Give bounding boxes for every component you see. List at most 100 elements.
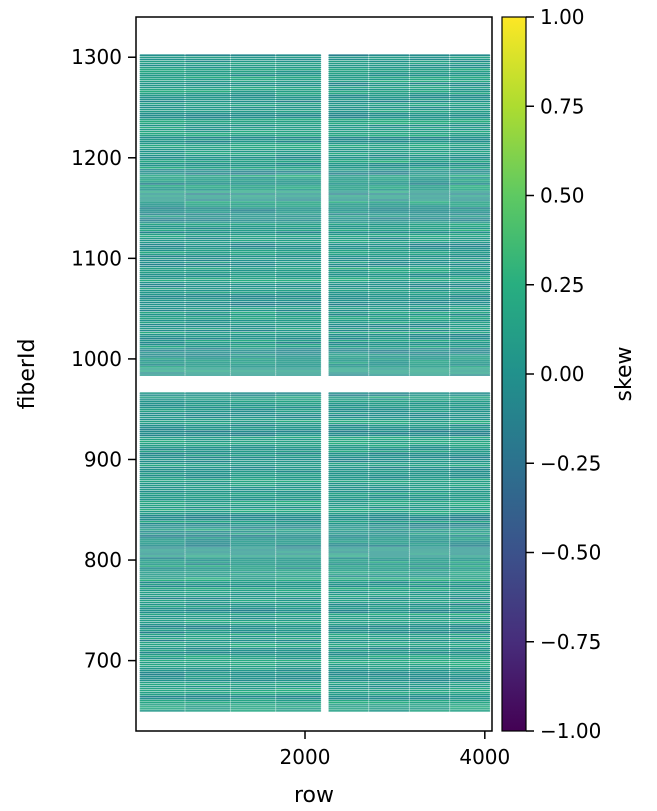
heatmap-cell — [368, 631, 410, 634]
heatmap-cell — [328, 201, 369, 203]
heatmap-cell — [328, 86, 369, 89]
heatmap-cell — [449, 175, 491, 177]
heatmap-cell — [368, 446, 410, 449]
heatmap-cell — [409, 269, 450, 272]
heatmap-cell — [184, 291, 231, 294]
heatmap-cell — [409, 173, 450, 175]
heatmap-cell — [184, 675, 231, 678]
heatmap-cell — [275, 599, 322, 602]
heatmap-cell — [368, 165, 410, 167]
heatmap-cell — [368, 249, 410, 252]
heatmap-cell — [449, 486, 491, 489]
heatmap-cell — [275, 595, 322, 598]
heatmap-cell — [328, 621, 369, 624]
heatmap-cell — [275, 116, 322, 119]
heatmap-cell — [368, 694, 410, 696]
heatmap-cell — [328, 134, 369, 137]
heatmap-cell — [409, 394, 450, 396]
heatmap-cell — [328, 245, 369, 248]
heatmap-cell — [328, 239, 369, 242]
heatmap-cell — [368, 472, 410, 475]
heatmap-cell — [449, 687, 491, 690]
heatmap-cell — [409, 641, 450, 644]
heatmap-cell — [230, 649, 276, 652]
heatmap-cell — [184, 543, 231, 545]
heatmap-cell — [139, 593, 185, 596]
heatmap-cell — [230, 500, 276, 503]
heatmap-cell — [368, 233, 410, 235]
heatmap-cell — [139, 553, 185, 555]
heatmap-cell — [409, 203, 450, 205]
heatmap-cell — [409, 293, 450, 296]
heatmap-cell — [409, 444, 450, 447]
heatmap-cell — [449, 535, 491, 537]
heatmap-cell — [139, 169, 185, 171]
heatmap-cell — [139, 543, 185, 545]
heatmap-cell — [328, 64, 369, 67]
heatmap-cell — [328, 152, 369, 155]
heatmap-cell — [139, 687, 185, 690]
heatmap-cell — [230, 597, 276, 600]
heatmap-cell — [184, 577, 231, 579]
heatmap-cell — [368, 601, 410, 604]
heatmap-cell — [449, 659, 491, 662]
heatmap-cell — [184, 112, 231, 115]
heatmap-cell — [368, 253, 410, 256]
heatmap-cell — [409, 140, 450, 143]
heatmap-cell — [368, 464, 410, 467]
heatmap-cell — [139, 231, 185, 233]
heatmap-cell — [409, 517, 450, 519]
heatmap-cell — [184, 213, 231, 215]
heatmap-cell — [368, 92, 410, 95]
heatmap-cell — [184, 237, 231, 240]
heatmap-cell — [368, 78, 410, 81]
heatmap-cell — [328, 645, 369, 648]
heatmap-cell — [368, 301, 410, 304]
heatmap-cell — [139, 639, 185, 642]
heatmap-cell — [409, 702, 450, 704]
heatmap-cell — [230, 78, 276, 81]
heatmap-cell — [449, 60, 491, 63]
heatmap-cell — [230, 537, 276, 539]
heatmap-cell — [449, 629, 491, 632]
heatmap-cell — [409, 223, 450, 225]
heatmap-cell — [328, 418, 369, 421]
heatmap-cell — [139, 255, 185, 258]
heatmap-cell — [275, 309, 322, 312]
heatmap-cell — [184, 621, 231, 624]
heatmap-cell — [139, 90, 185, 93]
heatmap-cell — [184, 573, 231, 575]
heatmap-cell — [230, 492, 276, 495]
heatmap-cell — [368, 245, 410, 248]
heatmap-cell — [409, 291, 450, 294]
heatmap-cell — [409, 655, 450, 658]
heatmap-cell — [368, 633, 410, 636]
heatmap-cell — [328, 643, 369, 646]
heatmap-cell — [368, 679, 410, 682]
heatmap-cell — [184, 613, 231, 616]
heatmap-cell — [409, 404, 450, 406]
heatmap-cell — [139, 555, 185, 557]
heatmap-cell — [328, 589, 369, 591]
heatmap-cell — [184, 311, 231, 314]
heatmap-cell — [230, 329, 276, 332]
heatmap-cell — [275, 521, 322, 523]
heatmap-cell — [328, 533, 369, 535]
heatmap-cell — [328, 402, 369, 404]
heatmap-cell — [139, 492, 185, 495]
heatmap-cell — [368, 504, 410, 507]
heatmap-cell — [409, 533, 450, 535]
heatmap-cell — [409, 90, 450, 93]
heatmap-cell — [449, 110, 491, 113]
heatmap-cell — [449, 130, 491, 133]
heatmap-cell — [368, 639, 410, 642]
heatmap-cell — [368, 651, 410, 654]
heatmap-cell — [275, 539, 322, 541]
heatmap-cell — [449, 681, 491, 684]
heatmap-cell — [449, 615, 491, 618]
heatmap-cell — [368, 581, 410, 583]
heatmap-cell — [328, 486, 369, 489]
heatmap-cell — [275, 241, 322, 244]
heatmap-cell — [449, 338, 491, 340]
heatmap-cell — [368, 132, 410, 135]
